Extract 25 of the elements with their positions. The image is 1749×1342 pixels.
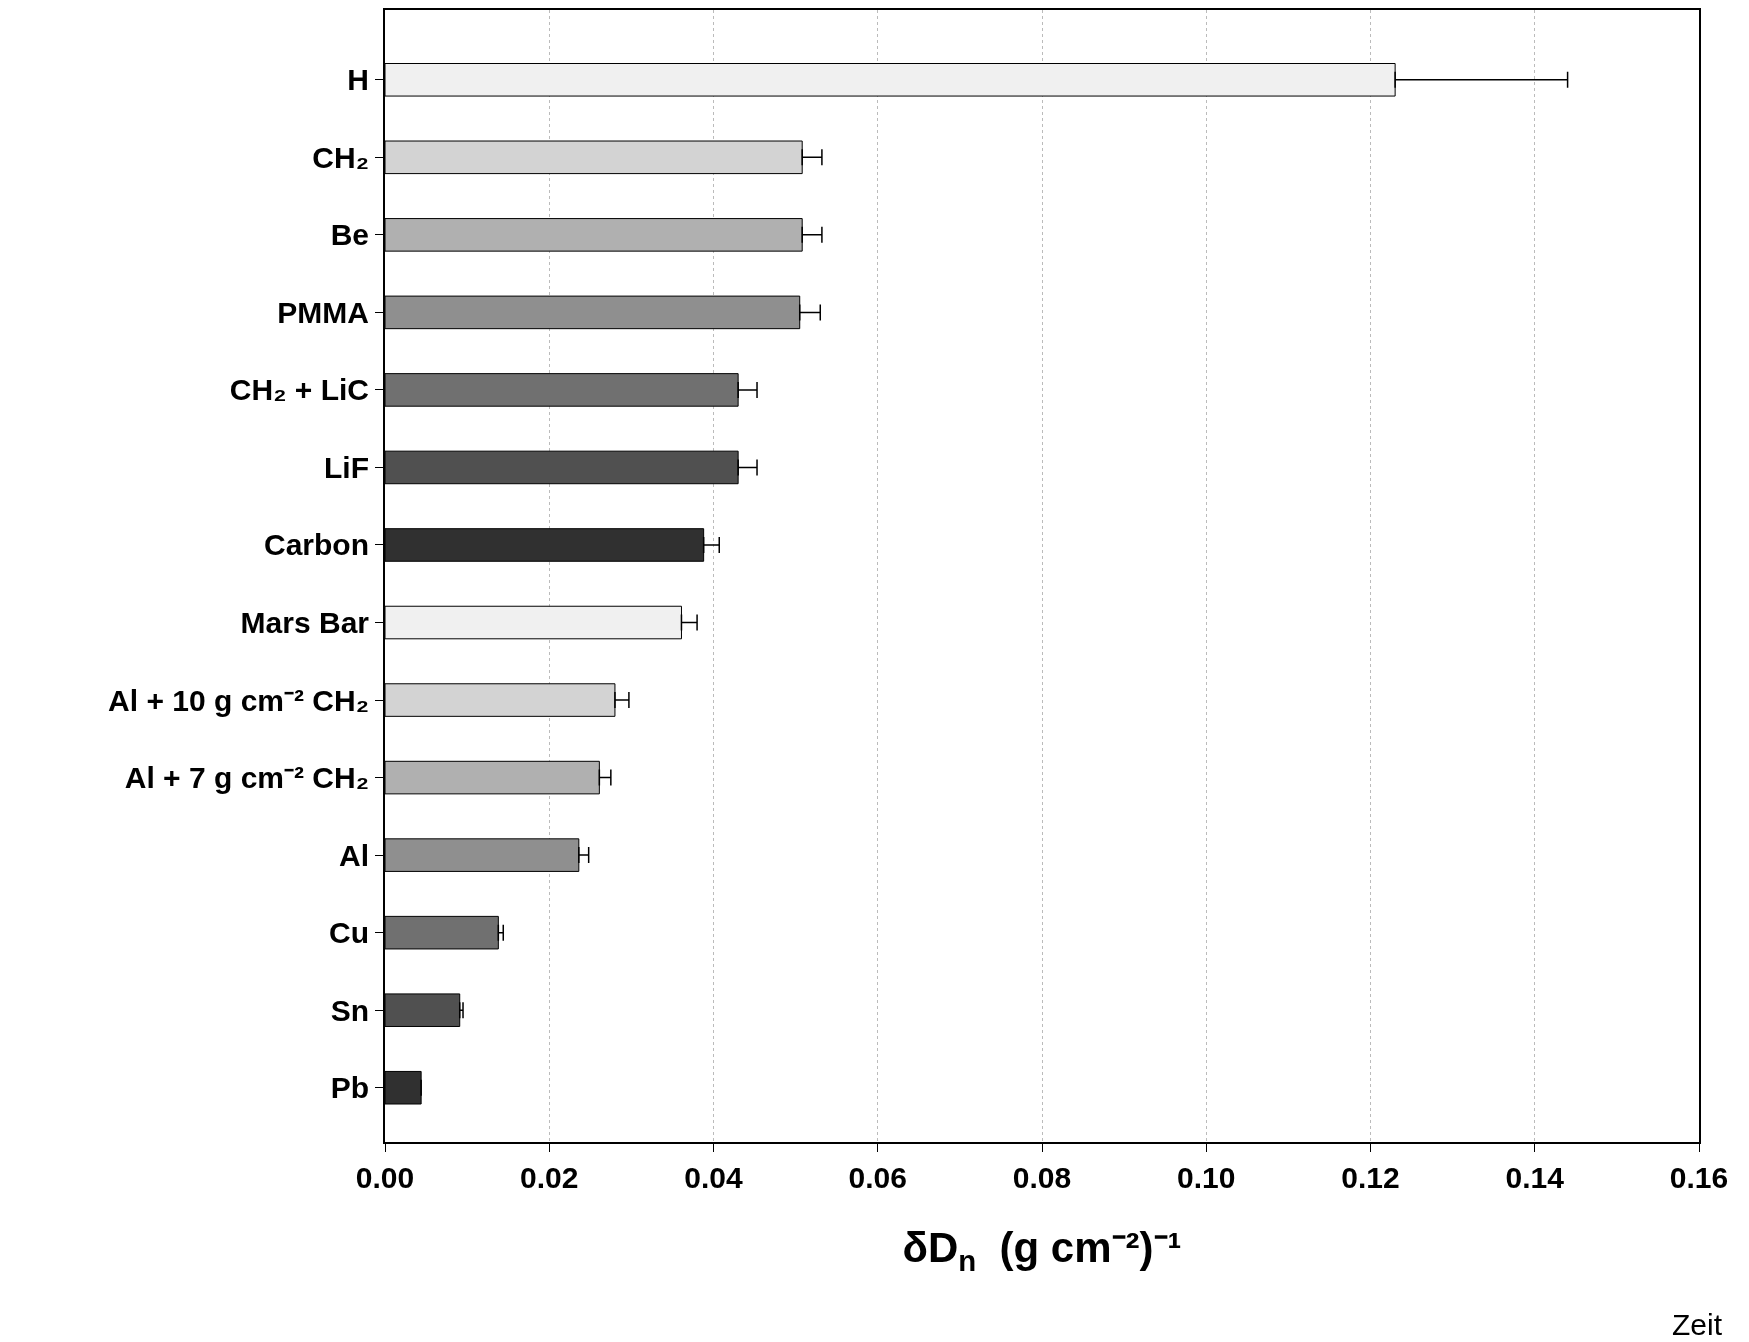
y-tick-label: Mars Bar bbox=[240, 606, 370, 640]
y-tick-label: Al + 10 g cm⁻² CH₂ bbox=[108, 683, 369, 717]
y-tick-label: Be bbox=[330, 218, 369, 252]
y-tick-label: Al bbox=[339, 838, 369, 872]
x-tick-label: 0.10 bbox=[1177, 1161, 1236, 1194]
text: Zeit bbox=[1672, 1308, 1723, 1341]
y-tick-label: PMMA bbox=[277, 295, 369, 329]
x-tick-label: 0.04 bbox=[684, 1161, 744, 1194]
y-tick-label: H bbox=[347, 63, 369, 97]
x-tick-label: 0.06 bbox=[848, 1161, 907, 1194]
x-tick-label: 0.00 bbox=[355, 1161, 415, 1194]
y-tick-label: Sn bbox=[330, 993, 369, 1027]
y-tick-label: Pb bbox=[330, 1071, 369, 1105]
y-tick-label: CH₂ + LiC bbox=[229, 373, 369, 407]
x-tick-label: 0.16 bbox=[1669, 1161, 1729, 1194]
y-tick-label: LiF bbox=[324, 450, 369, 484]
y-tick-label: CH₂ bbox=[312, 140, 369, 174]
x-axis-title: δD$_{n}$ (g cm⁻²)⁻¹ bbox=[902, 1224, 1182, 1278]
y-tick-label: Cu bbox=[329, 916, 369, 950]
x-tick-label: 0.02 bbox=[520, 1161, 579, 1194]
x-tick-label: 0.12 bbox=[1341, 1161, 1400, 1194]
y-tick-label: Al + 7 g cm⁻² CH₂ bbox=[124, 761, 369, 795]
y-tick-label: Carbon bbox=[264, 528, 369, 562]
x-tick-label: 0.08 bbox=[1012, 1161, 1072, 1194]
x-tick-label: 0.14 bbox=[1505, 1161, 1565, 1194]
